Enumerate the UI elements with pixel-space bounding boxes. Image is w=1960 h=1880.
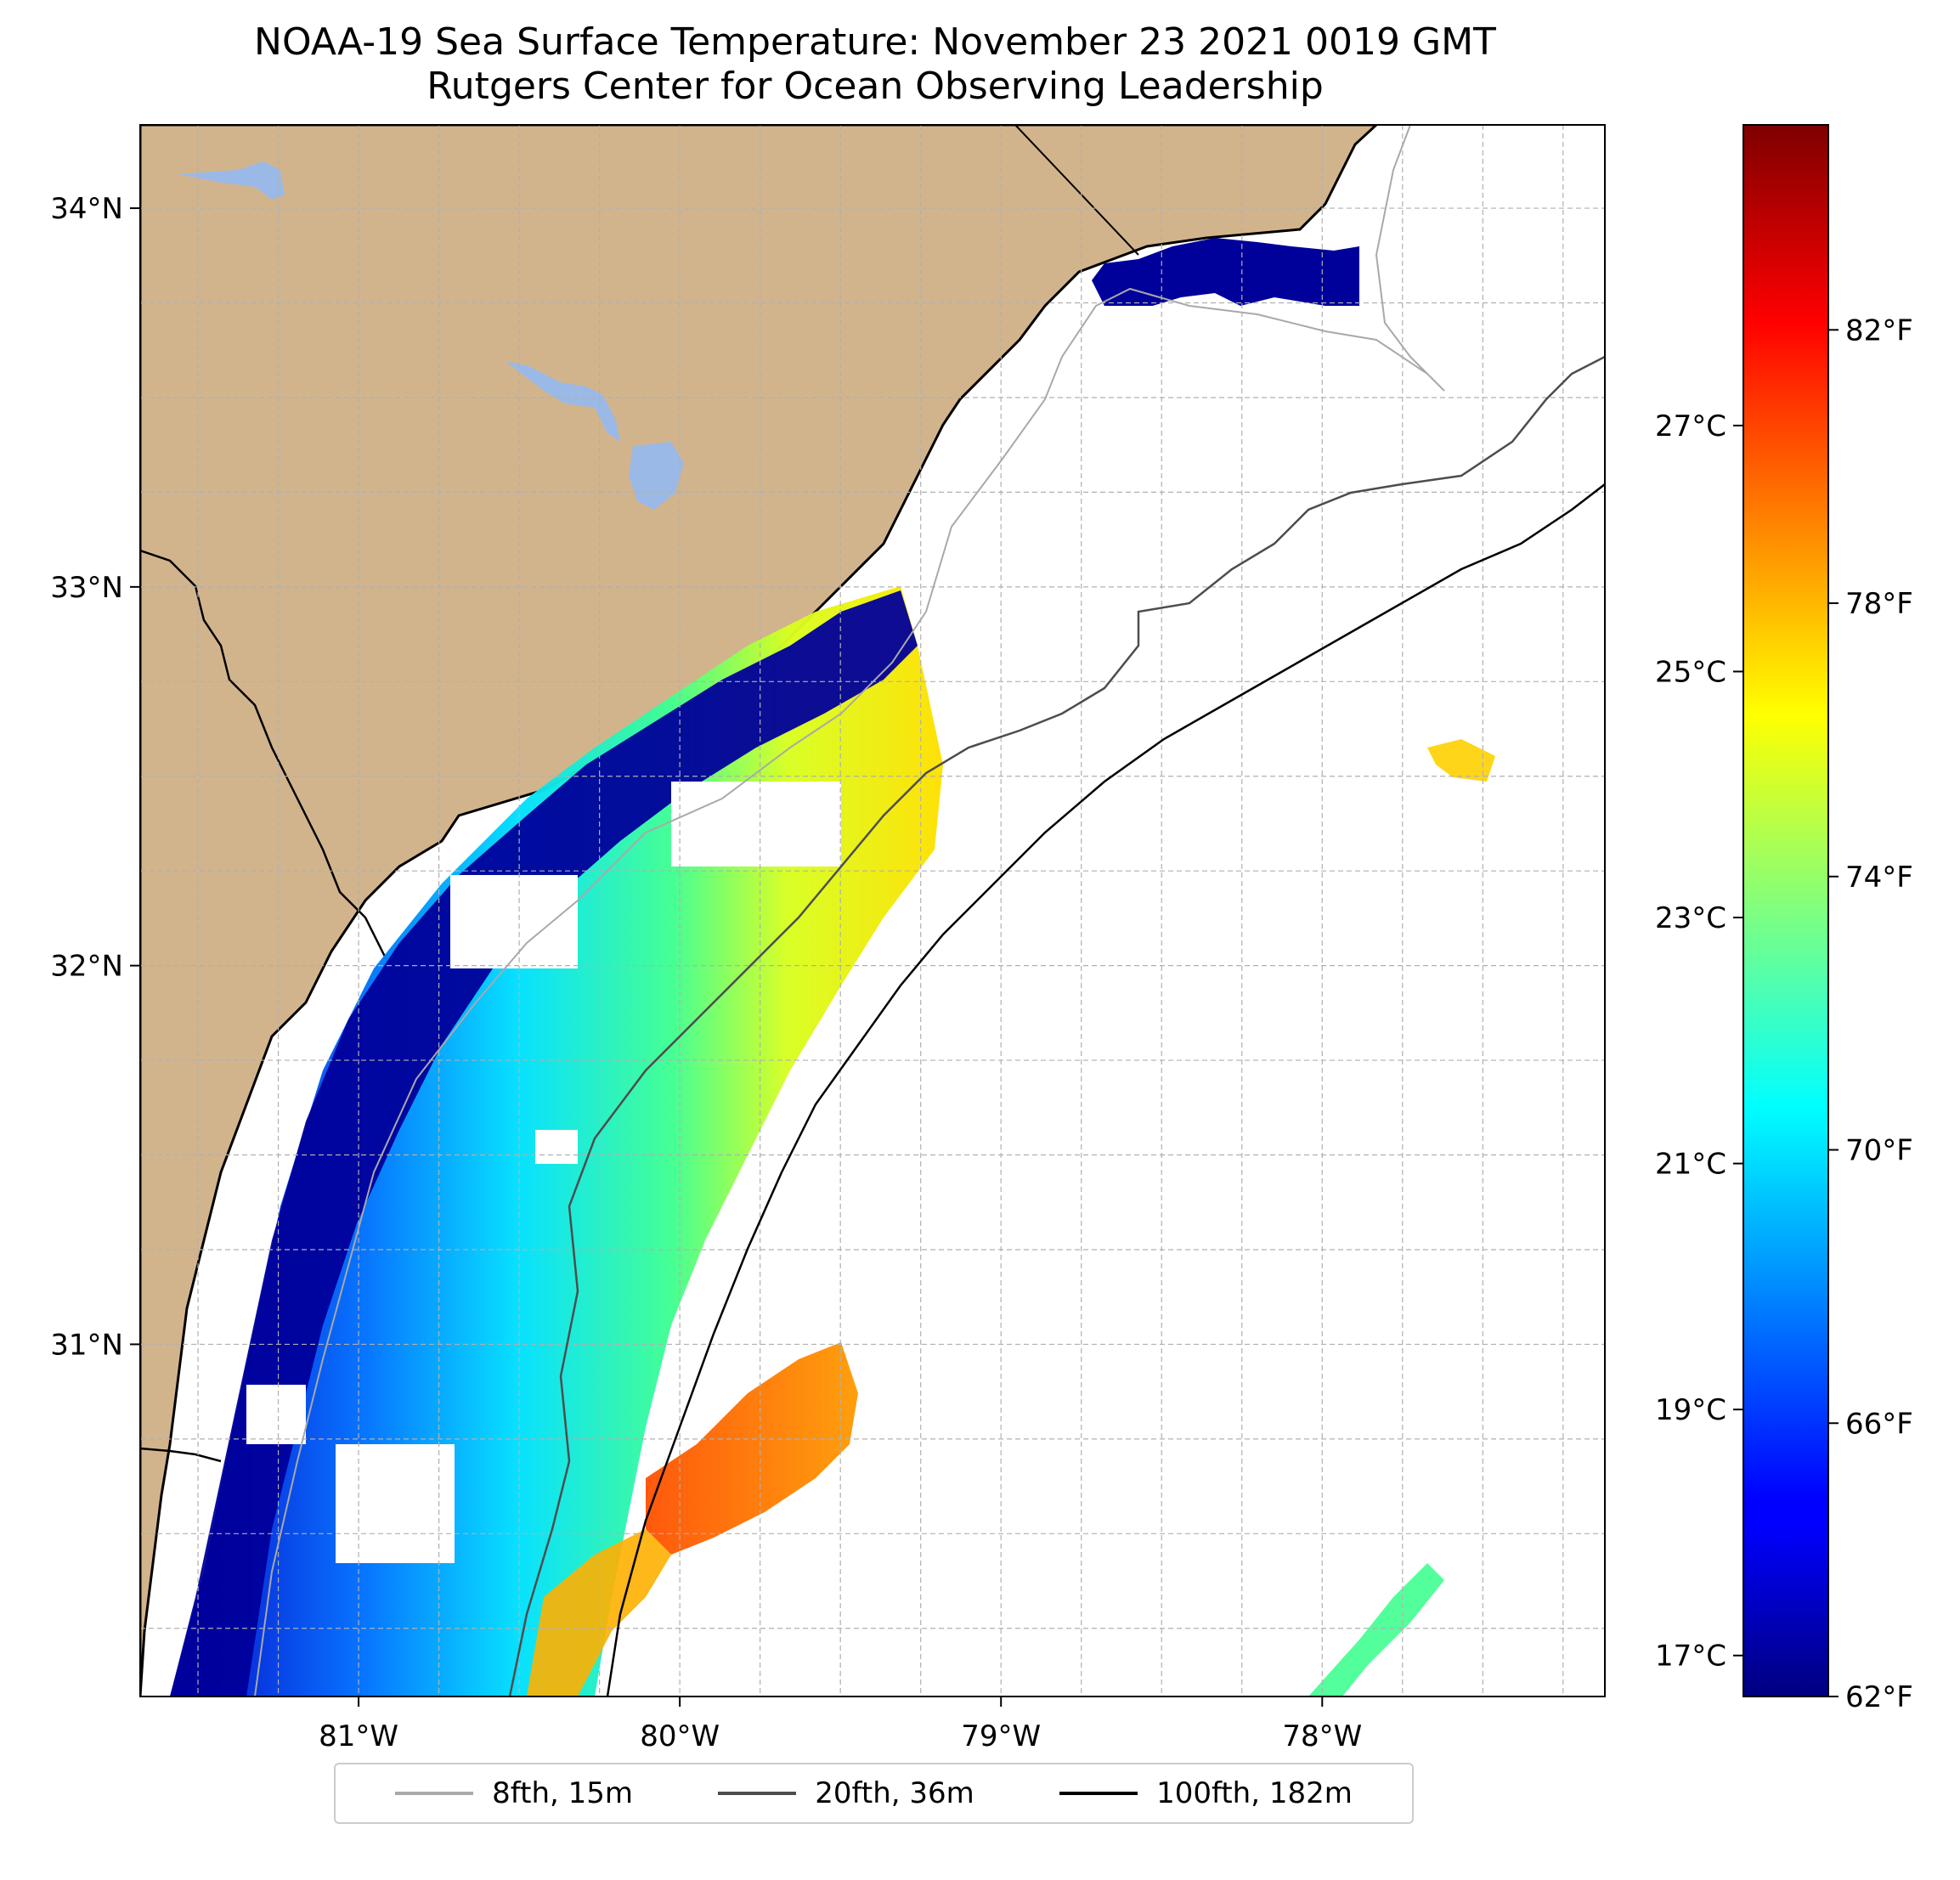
legend-label-20fth: 20fth, 36m bbox=[815, 1776, 974, 1810]
legend-entry-8fth: 8fth, 15m bbox=[395, 1776, 633, 1810]
latitude-axis: 31°N 32°N 33°N 34°N bbox=[50, 192, 140, 1362]
cloud-gap bbox=[671, 782, 841, 867]
colorbar-c-tick-label: 23°C bbox=[1655, 901, 1726, 935]
sst-orange-south bbox=[527, 1529, 671, 1697]
legend-label-8fth: 8fth, 15m bbox=[492, 1776, 634, 1810]
lat-tick-label: 33°N bbox=[50, 571, 123, 605]
colorbar-f-tick-label: 70°F bbox=[1845, 1134, 1913, 1168]
river-line bbox=[140, 549, 426, 1020]
sst-southeast-streak bbox=[1308, 1563, 1444, 1697]
colorbar-c-tick-label: 17°C bbox=[1655, 1640, 1726, 1674]
colorbar-f-tick-label: 62°F bbox=[1845, 1680, 1913, 1714]
lat-tick-label: 34°N bbox=[50, 192, 123, 226]
isobath-20fth bbox=[508, 355, 1605, 1697]
legend-swatch-8fth bbox=[395, 1792, 474, 1795]
state-border bbox=[1014, 125, 1139, 256]
graticule bbox=[140, 125, 1605, 1697]
colorbar-c-tick-label: 25°C bbox=[1655, 655, 1726, 689]
sst-nearshore-cold bbox=[170, 590, 918, 1697]
title-line-2: Rutgers Center for Ocean Observing Leade… bbox=[426, 65, 1324, 108]
cloud-gap bbox=[246, 1385, 306, 1444]
sst-warm-patch bbox=[646, 1342, 858, 1555]
chart-title: NOAA-19 Sea Surface Temperature: Novembe… bbox=[0, 20, 1750, 109]
isobath-100fth bbox=[606, 483, 1605, 1697]
legend-label-100fth: 100fth, 182m bbox=[1156, 1776, 1353, 1810]
sst-north-cold-band bbox=[1092, 238, 1359, 310]
title-line-1: NOAA-19 Sea Surface Temperature: Novembe… bbox=[254, 20, 1496, 64]
lake-north bbox=[178, 161, 285, 200]
lon-tick-label: 80°W bbox=[640, 1719, 720, 1753]
lat-tick-label: 32°N bbox=[50, 950, 123, 984]
colorbar bbox=[1743, 124, 1829, 1697]
cloud-gap bbox=[336, 1444, 455, 1563]
legend-entry-20fth: 20fth, 36m bbox=[718, 1776, 974, 1810]
lon-tick-label: 79°W bbox=[961, 1719, 1041, 1753]
colorbar-fahrenheit-axis: 62°F 66°F 70°F 74°F 78°F 82°F bbox=[1828, 313, 1913, 1714]
lon-tick-label: 78°W bbox=[1282, 1719, 1362, 1753]
sst-east-patch bbox=[1427, 739, 1495, 782]
lon-tick-label: 81°W bbox=[319, 1719, 398, 1753]
map-frame bbox=[139, 124, 1606, 1697]
colorbar-f-tick-label: 74°F bbox=[1845, 861, 1913, 895]
lat-tick-label: 31°N bbox=[50, 1328, 123, 1362]
colorbar-celsius-axis: 17°C 19°C 21°C 23°C 25°C 27°C bbox=[1655, 409, 1743, 1674]
cloud-gap bbox=[450, 875, 578, 968]
colorbar-f-tick-label: 66°F bbox=[1845, 1407, 1913, 1441]
legend-swatch-20fth bbox=[718, 1792, 797, 1795]
longitude-axis: 81°W 80°W 79°W 78°W bbox=[319, 1697, 1362, 1753]
river-line-south bbox=[140, 1447, 222, 1463]
isobath-legend: 8fth, 15m 20fth, 36m 100fth, 182m bbox=[334, 1763, 1414, 1824]
colorbar-c-tick-label: 19°C bbox=[1655, 1393, 1726, 1427]
lake-marion bbox=[506, 361, 620, 442]
colorbar-f-tick-label: 82°F bbox=[1845, 313, 1913, 347]
colorbar-f-tick-label: 78°F bbox=[1845, 587, 1913, 621]
cloud-gap bbox=[535, 1130, 578, 1164]
isobath-8fth bbox=[254, 125, 1445, 1697]
colorbar-c-tick-label: 21°C bbox=[1655, 1148, 1726, 1182]
legend-entry-100fth: 100fth, 182m bbox=[1059, 1776, 1353, 1810]
legend-swatch-100fth bbox=[1059, 1792, 1138, 1795]
cloud-gap bbox=[1096, 306, 1368, 459]
colorbar-c-tick-label: 27°C bbox=[1655, 409, 1726, 443]
